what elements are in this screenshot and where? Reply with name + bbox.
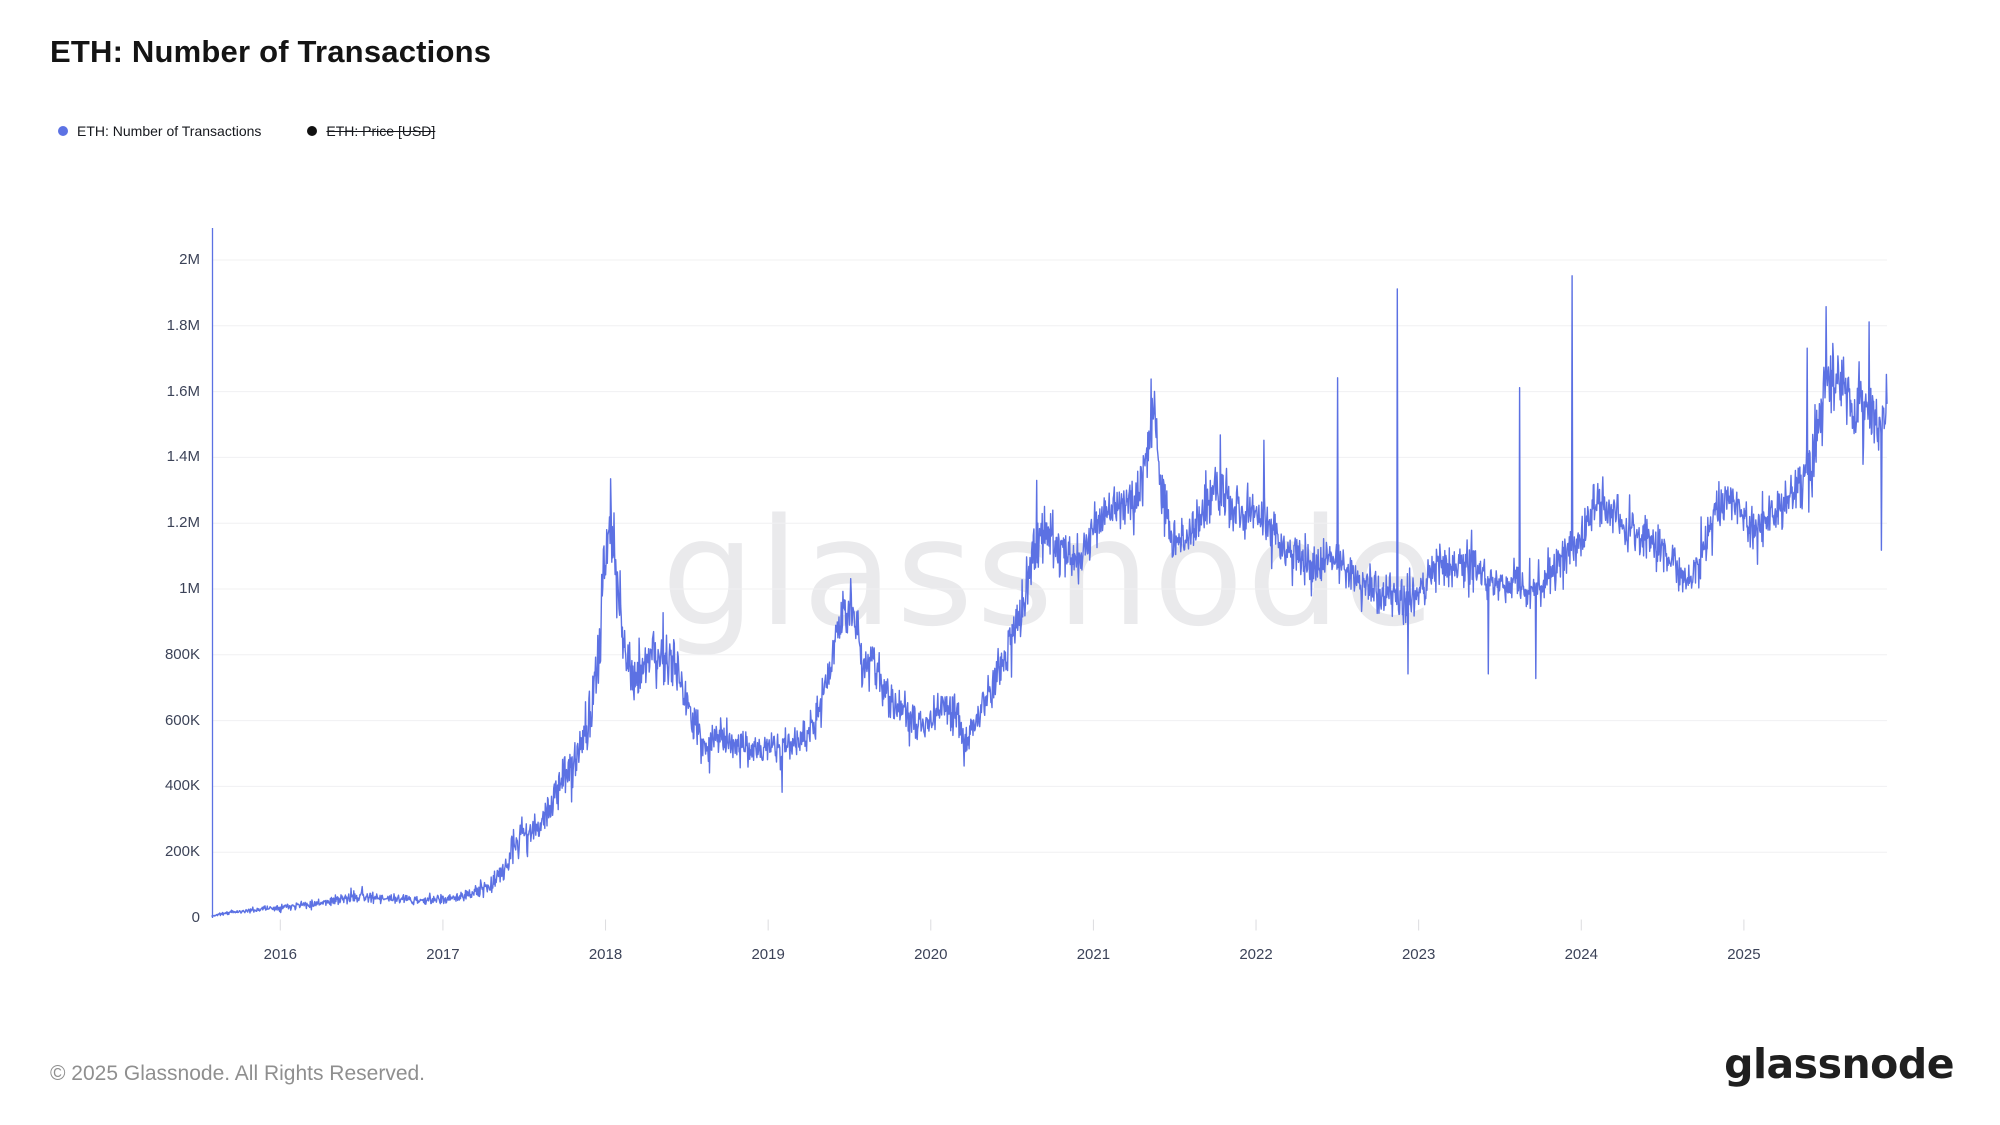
y-tick-label: 400K — [164, 777, 200, 795]
copyright-text: © 2025 Glassnode. All Rights Reserved. — [50, 1062, 426, 1085]
y-tick-label: 1.8M — [166, 316, 200, 334]
legend-label-transactions: ETH: Number of Transactions — [77, 123, 262, 139]
x-tick-label: 2020 — [914, 946, 948, 963]
x-tick-label: 2025 — [1727, 946, 1761, 963]
x-tick-label: 2024 — [1564, 946, 1598, 963]
y-tick-label: 200K — [164, 843, 200, 861]
series-dot-icon — [307, 126, 318, 136]
y-tick-label: 1M — [179, 580, 200, 597]
x-tick-label: 2023 — [1401, 946, 1436, 963]
y-tick-label: 800K — [164, 645, 200, 663]
page-title: ETH: Number of Transactions — [50, 34, 492, 69]
legend-item-price[interactable]: ETH: Price [USD] — [307, 123, 435, 139]
legend: ETH: Number of Transactions ETH: Price [… — [58, 123, 435, 139]
series-dot-icon — [58, 126, 68, 136]
x-tick-label: 2018 — [588, 946, 623, 963]
y-tick-label: 2M — [179, 251, 200, 268]
legend-label-price: ETH: Price [USD] — [326, 123, 436, 139]
y-tick-label: 1.2M — [166, 514, 200, 532]
x-tick-label: 2019 — [751, 946, 785, 963]
y-tick-label: 1.6M — [166, 382, 200, 400]
y-tick-label: 0 — [191, 909, 200, 926]
x-tick-label: 2017 — [426, 946, 460, 963]
x-tick-label: 2022 — [1239, 946, 1273, 963]
x-tick-label: 2021 — [1076, 946, 1111, 963]
legend-item-transactions[interactable]: ETH: Number of Transactions — [58, 123, 261, 139]
glassnode-logo: glassnode — [1724, 1040, 1954, 1088]
x-tick-label: 2016 — [263, 946, 297, 963]
y-tick-label: 1.4M — [166, 448, 200, 466]
y-tick-label: 600K — [164, 711, 200, 729]
